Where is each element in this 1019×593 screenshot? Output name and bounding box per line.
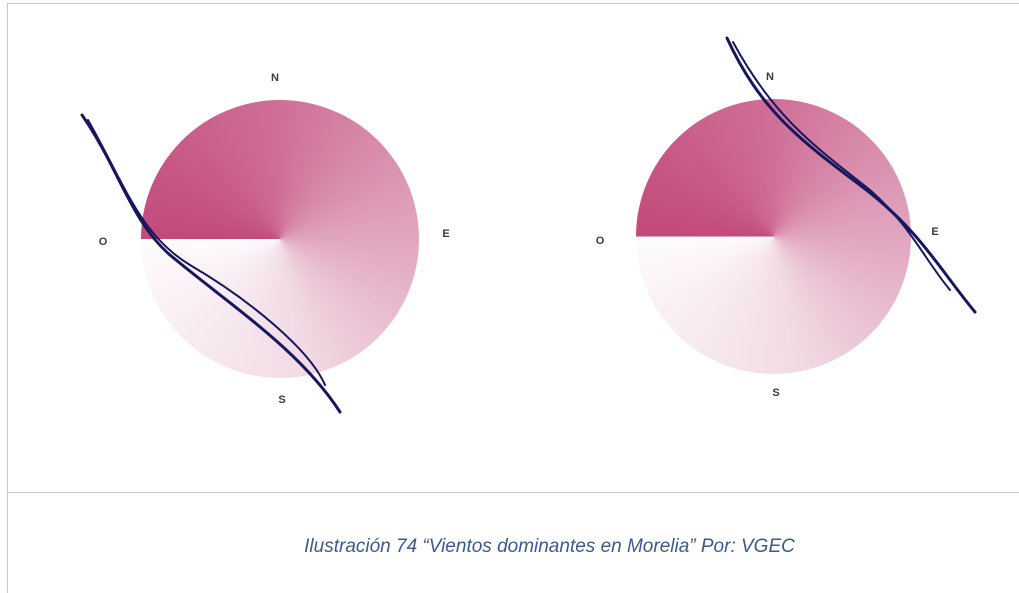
- caption: Ilustración 74 “Vientos dominantes en Mo…: [0, 536, 1019, 558]
- compass-label: S: [772, 387, 779, 399]
- compass-label: E: [442, 228, 449, 240]
- compass-label: O: [99, 236, 108, 248]
- compass-label: N: [271, 72, 279, 84]
- compass-label: O: [596, 235, 605, 247]
- wind-arrow: [82, 115, 340, 412]
- wind-arrow: [88, 120, 325, 385]
- compass-label: S: [278, 394, 285, 406]
- compass-label: N: [766, 71, 774, 83]
- wind-arrows: [0, 0, 1019, 593]
- page: N E S O N E S O Ilustración 74 “Vientos …: [0, 0, 1019, 593]
- compass-label: E: [931, 226, 938, 238]
